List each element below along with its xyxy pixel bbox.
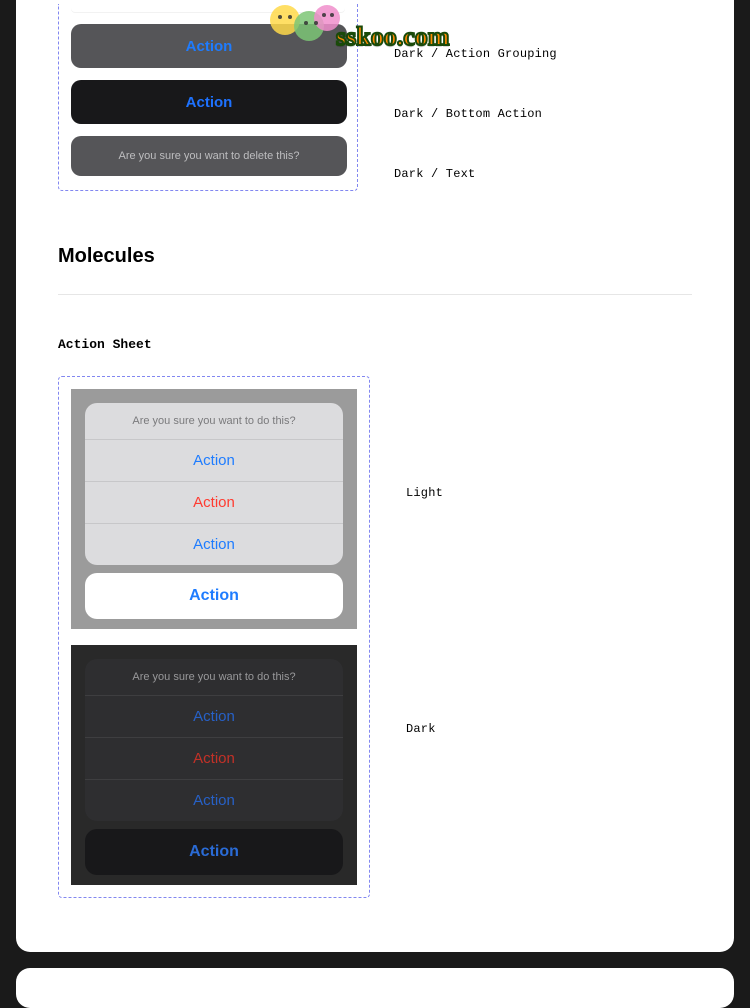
action-sheet-light-item-2[interactable]: Action [85, 481, 343, 523]
action-sheet-dark-stack: Are you sure you want to do this? Action… [85, 659, 343, 821]
spec-label-text: Dark / Text [394, 167, 557, 181]
spec-label-dark: Dark [406, 722, 443, 736]
action-sheet-dark-item-3[interactable]: Action [85, 779, 343, 821]
action-sheet-dark-item-1[interactable]: Action [85, 695, 343, 737]
section-divider [58, 294, 692, 295]
dark-action-grouping-button[interactable]: Action [71, 24, 347, 68]
spec-row-action-sheets: Are you sure you want to do this? Action… [58, 376, 692, 898]
action-sheet-light-item-3[interactable]: Action [85, 523, 343, 565]
action-sheet-light-stack: Are you sure you want to do this? Action… [85, 403, 343, 565]
spec-labels-column: Dark / Action Grouping Dark / Bottom Act… [394, 15, 557, 181]
action-sheet-light-header: Are you sure you want to do this? [85, 403, 343, 439]
action-sheet-light-cancel[interactable]: Action [85, 573, 343, 619]
spec-label-bottom: Dark / Bottom Action [394, 107, 557, 121]
dark-bottom-action-button[interactable]: Action [71, 80, 347, 124]
spec-page-card: Action Action Are you sure you want to d… [16, 0, 734, 952]
spec-content: Action Action Are you sure you want to d… [16, 0, 734, 898]
action-sheet-dark: Are you sure you want to do this? Action… [71, 645, 357, 885]
subsection-heading-action-sheet: Action Sheet [58, 337, 692, 352]
action-sheet-dark-item-2[interactable]: Action [85, 737, 343, 779]
next-page-peek [16, 968, 734, 1008]
molecules-dashed-container: Are you sure you want to do this? Action… [58, 376, 370, 898]
atoms-dashed-container: Action Action Are you sure you want to d… [58, 4, 358, 191]
action-sheet-light: Are you sure you want to do this? Action… [71, 389, 357, 629]
spec-label-grouping: Dark / Action Grouping [394, 47, 557, 61]
spec-label-light: Light [406, 486, 443, 500]
atom-placeholder-prev [71, 4, 345, 12]
action-sheet-dark-cancel[interactable]: Action [85, 829, 343, 875]
action-sheet-light-item-1[interactable]: Action [85, 439, 343, 481]
action-sheet-dark-header: Are you sure you want to do this? [85, 659, 343, 695]
dark-text-button[interactable]: Are you sure you want to delete this? [71, 136, 347, 176]
spec-labels-column-sheets: Light Dark [406, 376, 443, 736]
section-heading-molecules: Molecules [58, 245, 692, 268]
spec-row-dark-grouping: Action Action Are you sure you want to d… [58, 4, 692, 191]
